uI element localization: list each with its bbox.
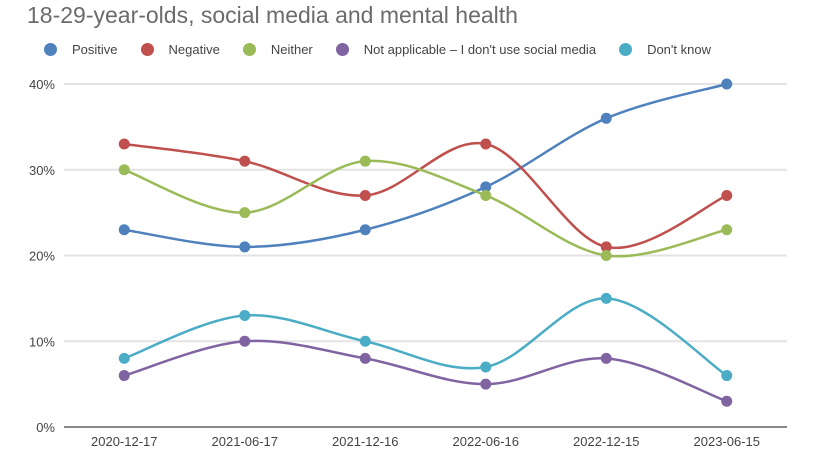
data-point (600, 292, 612, 304)
legend-label: Not applicable – I don't use social medi… (363, 42, 597, 57)
data-point (118, 138, 130, 150)
data-point (359, 335, 371, 347)
data-point (359, 224, 371, 236)
data-point (239, 335, 251, 347)
data-point (118, 164, 130, 176)
data-point (721, 370, 733, 382)
legend-item: Not applicable – I don't use social medi… (335, 42, 597, 57)
x-tick-label: 2021-12-16 (332, 434, 399, 449)
legend-item: Positive (44, 42, 118, 57)
data-point (721, 78, 733, 90)
legend-marker-icon (140, 43, 154, 56)
legend-marker-icon (242, 43, 256, 56)
legend-label: Positive (72, 42, 118, 57)
data-point (359, 189, 371, 201)
data-point (239, 241, 251, 253)
legend-label: Negative (168, 42, 220, 57)
y-tick-label: 30% (29, 163, 55, 178)
legend-label: Neither (270, 42, 313, 57)
data-point (359, 352, 371, 364)
data-point (480, 138, 492, 150)
data-point (480, 181, 492, 193)
data-point (239, 207, 251, 219)
data-point (600, 352, 612, 364)
data-point (239, 310, 251, 322)
legend-marker-icon (44, 43, 57, 56)
legend-item: Neither (242, 42, 313, 57)
legend-marker-icon (619, 43, 633, 56)
data-point (480, 189, 492, 201)
legend-item: Negative (140, 42, 220, 57)
data-point (600, 112, 612, 124)
data-point (480, 361, 492, 373)
data-point (480, 378, 492, 390)
data-point (600, 250, 612, 261)
data-point (118, 370, 130, 382)
series-line (123, 297, 728, 377)
legend: Positive Negative Neither Not applicable – … (44, 42, 734, 57)
y-tick-label: 20% (29, 249, 55, 264)
chart-title: 18-29-year-olds, social media and mental… (27, 2, 518, 28)
series-line (124, 82, 728, 249)
x-tick-label: 2021-06-17 (212, 434, 279, 449)
y-tick-label: 0% (36, 420, 55, 435)
legend-marker-icon (335, 43, 349, 56)
data-point (721, 224, 733, 236)
x-tick-label: 2023-06-15 (694, 434, 761, 449)
data-point (721, 189, 733, 201)
data-point (118, 224, 130, 236)
data-point (359, 155, 371, 167)
series-line (123, 339, 728, 403)
y-tick-label: 10% (29, 334, 55, 349)
legend-item: Don't know (619, 42, 711, 57)
legend-label: Don't know (647, 42, 711, 57)
series-line (124, 141, 728, 250)
series-line (123, 159, 728, 258)
x-tick-label: 2022-06-16 (453, 434, 520, 449)
data-point (600, 241, 612, 253)
data-point (721, 395, 733, 407)
x-tick-label: 2022-12-15 (573, 434, 640, 449)
y-tick-label: 40% (29, 77, 55, 92)
x-tick-label: 2020-12-17 (91, 434, 158, 449)
data-point (118, 352, 130, 364)
data-point (239, 155, 251, 167)
